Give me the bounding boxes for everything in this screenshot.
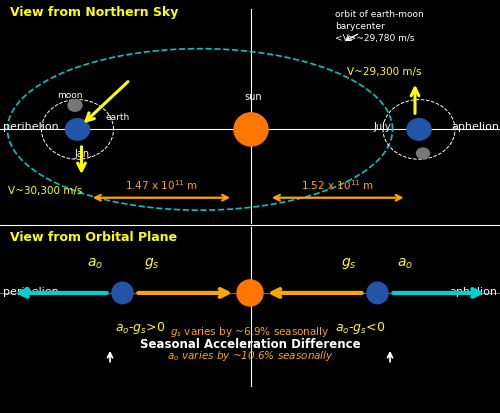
Text: aphelion: aphelion	[450, 286, 498, 296]
Circle shape	[416, 149, 430, 159]
Text: orbit of earth-moon
barycenter
<V>~29,780 m/s: orbit of earth-moon barycenter <V>~29,78…	[335, 10, 424, 43]
Text: View from Northern Sky: View from Northern Sky	[10, 6, 178, 19]
Text: earth: earth	[105, 113, 129, 122]
Text: 1.47 x 10$^{11}$ m: 1.47 x 10$^{11}$ m	[125, 178, 198, 192]
Text: $a_o$: $a_o$	[397, 256, 413, 271]
Text: $a_o$-$g_s$<0: $a_o$-$g_s$<0	[335, 319, 385, 335]
Text: $a_o$-$g_s$>0: $a_o$-$g_s$>0	[115, 319, 165, 335]
Ellipse shape	[66, 119, 90, 141]
Text: $a_o$: $a_o$	[87, 256, 103, 271]
Ellipse shape	[237, 280, 263, 306]
Text: moon: moon	[57, 90, 82, 100]
Ellipse shape	[234, 114, 268, 147]
Text: $g_s$ varies by ~6.9% seasonally: $g_s$ varies by ~6.9% seasonally	[170, 324, 330, 338]
Text: V~29,300 m/s: V~29,300 m/s	[347, 67, 421, 77]
Text: View from Orbital Plane: View from Orbital Plane	[10, 230, 177, 243]
Text: V~30,300 m/s: V~30,300 m/s	[8, 186, 82, 196]
Text: perihelion: perihelion	[2, 286, 58, 296]
Ellipse shape	[367, 282, 388, 304]
Text: Seasonal Acceleration Difference: Seasonal Acceleration Difference	[140, 337, 360, 350]
Ellipse shape	[112, 282, 133, 304]
Text: July: July	[374, 122, 392, 132]
Circle shape	[68, 100, 82, 112]
Text: sun: sun	[244, 92, 262, 102]
Text: $a_o$ varies by ~10.6% seasonally: $a_o$ varies by ~10.6% seasonally	[166, 348, 334, 362]
Text: $g_s$: $g_s$	[144, 256, 160, 271]
Text: 1.52 x 10$^{11}$ m: 1.52 x 10$^{11}$ m	[301, 178, 374, 192]
Text: aphelion: aphelion	[451, 122, 499, 132]
Text: Jan.: Jan.	[75, 149, 93, 159]
Text: perihelion: perihelion	[2, 122, 58, 132]
Ellipse shape	[407, 119, 431, 141]
Text: $g_s$: $g_s$	[340, 256, 356, 271]
